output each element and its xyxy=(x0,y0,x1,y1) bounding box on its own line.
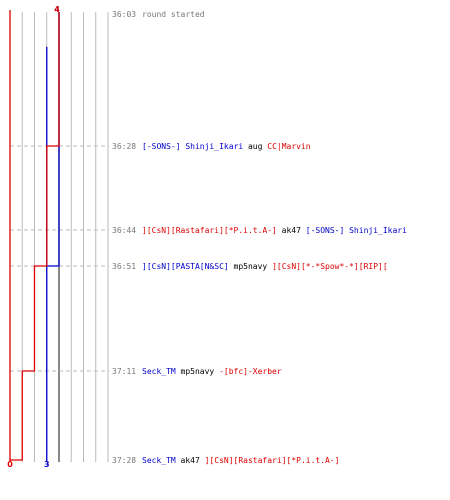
event-message: ][CsN][PASTA[N&SC] mp5navy ][CsN][*-*Spo… xyxy=(142,262,388,271)
event-message-part: mp5navy xyxy=(176,367,219,376)
event-message-part: [-SONS-] Shinji_Ikari xyxy=(306,226,407,235)
event-time: 36:28 xyxy=(112,142,136,151)
team_b-end-score: 0 xyxy=(7,460,13,469)
event-message-part: aug xyxy=(243,142,267,151)
event-message: Seck_TM mp5navy -[bfc]-Xerber xyxy=(142,367,282,376)
event-message-part: CC|Marvin xyxy=(267,142,311,151)
event-message-part: Seck_TM xyxy=(142,367,176,376)
event-message-part: Seck_TM xyxy=(142,456,176,465)
team_b-start-score: 4 xyxy=(54,5,60,14)
event-message: Seck_TM ak47 ][CsN][Rastafari][*P.i.t.A-… xyxy=(142,456,339,465)
team_a-end-score: 3 xyxy=(44,460,50,469)
team_b-score-line xyxy=(9,10,60,462)
team_a-score-line xyxy=(46,12,60,462)
event-time: 36:51 xyxy=(112,262,136,271)
event-message-part: ][CsN][Rastafari][*P.i.t.A-] xyxy=(205,456,340,465)
event-time: 37:28 xyxy=(112,456,136,465)
event-message: [-SONS-] Shinji_Ikari aug CC|Marvin xyxy=(142,142,311,151)
event-time: 36:03 xyxy=(112,10,136,19)
event-message: ][CsN][Rastafari][*P.i.t.A-] ak47 [-SONS… xyxy=(142,226,407,235)
event-message-part: ][CsN][*-*Spow*-*][RIP][ xyxy=(272,262,388,271)
event-message-part: ak47 xyxy=(277,226,306,235)
event-message-part: ][CsN][PASTA[N&SC] xyxy=(142,262,229,271)
event-time: 37:11 xyxy=(112,367,136,376)
team_a-start-score: 4 xyxy=(54,5,60,14)
event-message: round started xyxy=(142,10,205,19)
event-time: 36:44 xyxy=(112,226,136,235)
event-message-part: mp5navy xyxy=(229,262,272,271)
event-message-part: -[bfc]-Xerber xyxy=(219,367,282,376)
event-message-part: ][CsN][Rastafari][*P.i.t.A-] xyxy=(142,226,277,235)
event-message-part: [-SONS-] Shinji_Ikari xyxy=(142,142,243,151)
event-message-part: ak47 xyxy=(176,456,205,465)
event-message-part: round started xyxy=(142,10,205,19)
